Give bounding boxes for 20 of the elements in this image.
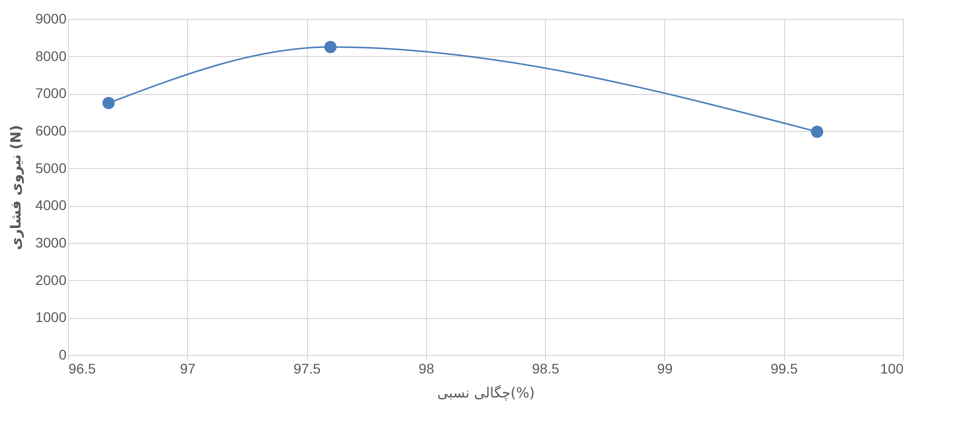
y-axis-title: نیروی فشاری (N)	[8, 124, 24, 250]
x-tick-label: 98	[418, 360, 434, 376]
y-tick-label: 5000	[35, 160, 67, 176]
x-tick-label: 98.5	[532, 360, 560, 376]
x-axis-title: چگالی نسبی(%)	[437, 384, 535, 402]
y-tick-label: 1000	[35, 309, 67, 326]
x-tick-label: 99	[657, 360, 673, 376]
y-tick-label: 0	[58, 346, 67, 362]
x-tick-label: 96.5	[68, 360, 96, 376]
x-tick-label: 97.5	[293, 360, 321, 376]
x-tick-label: 99.5	[770, 360, 798, 376]
y-tick-label: 2000	[35, 272, 67, 288]
y-tick-label: 6000	[35, 122, 67, 138]
y-tick-label: 3000	[35, 234, 67, 250]
x-tick-label: 97	[180, 360, 196, 376]
x-tick-label: 100	[880, 360, 904, 376]
y-tick-label: 4000	[35, 197, 67, 214]
y-tick-label: 7000	[35, 85, 67, 102]
y-tick-label: 8000	[35, 48, 67, 64]
y-tick-label: 9000	[35, 10, 67, 26]
